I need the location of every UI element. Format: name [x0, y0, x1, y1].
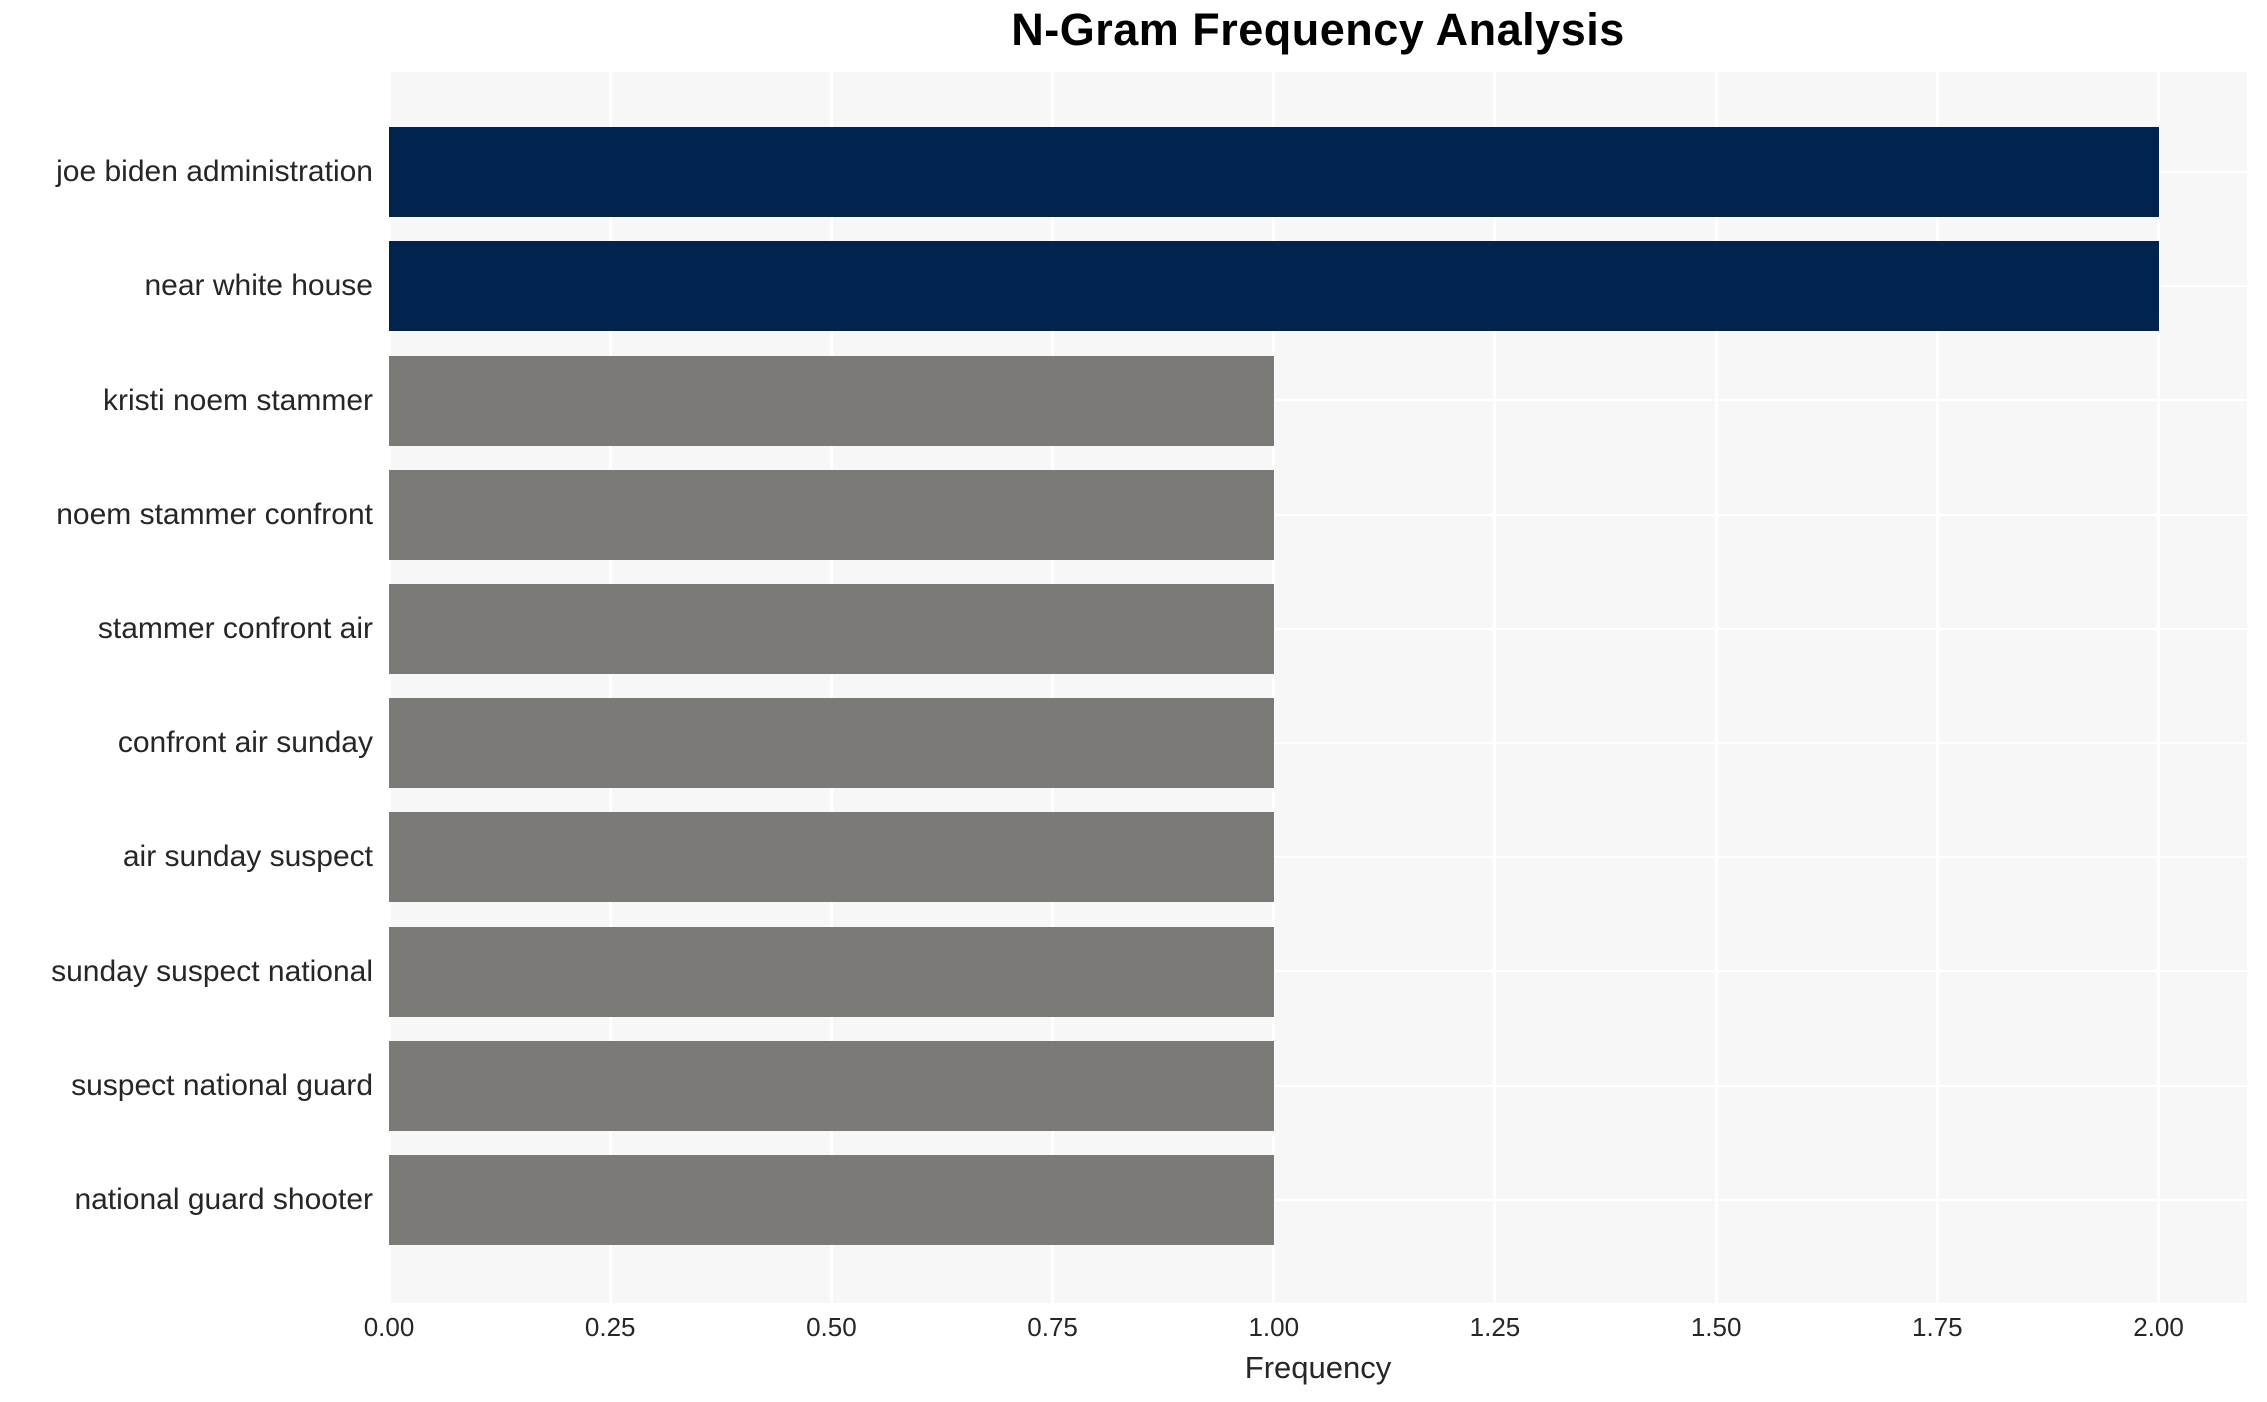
bar-row: sunday suspect national: [51, 914, 2247, 1028]
bar-row: noem stammer confront: [56, 458, 2247, 572]
chart-title: N-Gram Frequency Analysis: [1011, 4, 1625, 55]
plot-area: joe biden administration near white hous…: [51, 72, 2247, 1303]
y-tick-label: sunday suspect national: [51, 954, 373, 988]
bar-suspect-national-guard: [389, 1040, 1274, 1131]
y-tick-label: confront air sunday: [117, 726, 373, 760]
horizontal-gridline: [389, 398, 2247, 402]
y-tick-label: national guard shooter: [74, 1182, 373, 1216]
bar-stammer-confront-air: [389, 583, 1274, 674]
bar-row: near white house: [145, 229, 2247, 343]
y-tick-label: noem stammer confront: [56, 497, 373, 531]
y-tick-label: near white house: [144, 269, 374, 303]
y-tick-label: air sunday suspect: [122, 840, 373, 874]
x-axis-ticks: 0.00 0.25 0.50 0.75 1.00 1.25 1.50 1.75 …: [364, 1312, 2247, 1348]
x-tick-label: 1.50: [1690, 1312, 1742, 1342]
bar-row: suspect national guard: [71, 1029, 2247, 1143]
y-tick-label: stammer confront air: [97, 611, 373, 645]
bar-noem-stammer-confront: [389, 469, 1274, 560]
bar-air-sunday-suspect: [389, 812, 1274, 903]
y-tick-label: suspect national guard: [71, 1068, 373, 1102]
x-tick-label: 2.00: [2133, 1312, 2184, 1342]
x-tick-label: 0.75: [1027, 1312, 1078, 1342]
x-tick-label: 1.75: [1912, 1312, 1963, 1342]
horizontal-gridline: [389, 741, 2247, 745]
x-tick-label: 1.00: [1248, 1312, 1300, 1342]
bar-row: stammer confront air: [98, 572, 2247, 686]
bar-row: joe biden administration: [56, 115, 2247, 229]
vertical-gridline: [1935, 72, 1939, 1303]
bar-joe-biden-administration: [389, 127, 2159, 218]
bar-near-white-house: [389, 241, 2159, 332]
horizontal-gridline: [389, 627, 2247, 631]
grid-layer: [387, 72, 2247, 1303]
x-tick-label: 0.00: [363, 1312, 415, 1342]
bar-sunday-suspect-national: [389, 926, 1274, 1017]
bar-row: air sunday suspect: [123, 800, 2247, 914]
bar-confront-air-sunday: [389, 698, 1274, 789]
horizontal-gridline: [389, 1198, 2247, 1202]
vertical-gridline: [387, 72, 391, 1303]
x-tick-label: 0.50: [806, 1312, 857, 1342]
vertical-gridline: [829, 72, 833, 1303]
horizontal-gridline: [389, 969, 2247, 973]
y-tick-label: joe biden administration: [56, 155, 373, 189]
vertical-gridline: [1714, 72, 1718, 1303]
bar-kristi-noem-stammer: [389, 355, 1274, 446]
vertical-gridline: [2157, 72, 2161, 1303]
bar-row: kristi noem stammer: [103, 343, 2247, 457]
bar-rows: joe biden administration near white hous…: [51, 72, 2247, 1303]
y-tick-label: kristi noem stammer: [102, 383, 373, 417]
vertical-gridline: [1272, 72, 1276, 1303]
horizontal-gridline: [389, 855, 2247, 859]
horizontal-gridline: [389, 513, 2247, 517]
x-tick-label: 1.25: [1469, 1312, 1521, 1342]
bar-row: national guard shooter: [74, 1143, 2247, 1257]
bar-national-guard-shooter: [389, 1154, 1274, 1245]
x-axis-title: Frequency: [1244, 1350, 1392, 1385]
vertical-gridline: [608, 72, 612, 1303]
horizontal-gridline: [389, 1084, 2247, 1088]
x-tick-label: 0.25: [584, 1312, 636, 1342]
bar-row: confront air sunday: [118, 686, 2247, 800]
vertical-gridline: [1493, 72, 1497, 1303]
vertical-gridline: [1051, 72, 1055, 1303]
